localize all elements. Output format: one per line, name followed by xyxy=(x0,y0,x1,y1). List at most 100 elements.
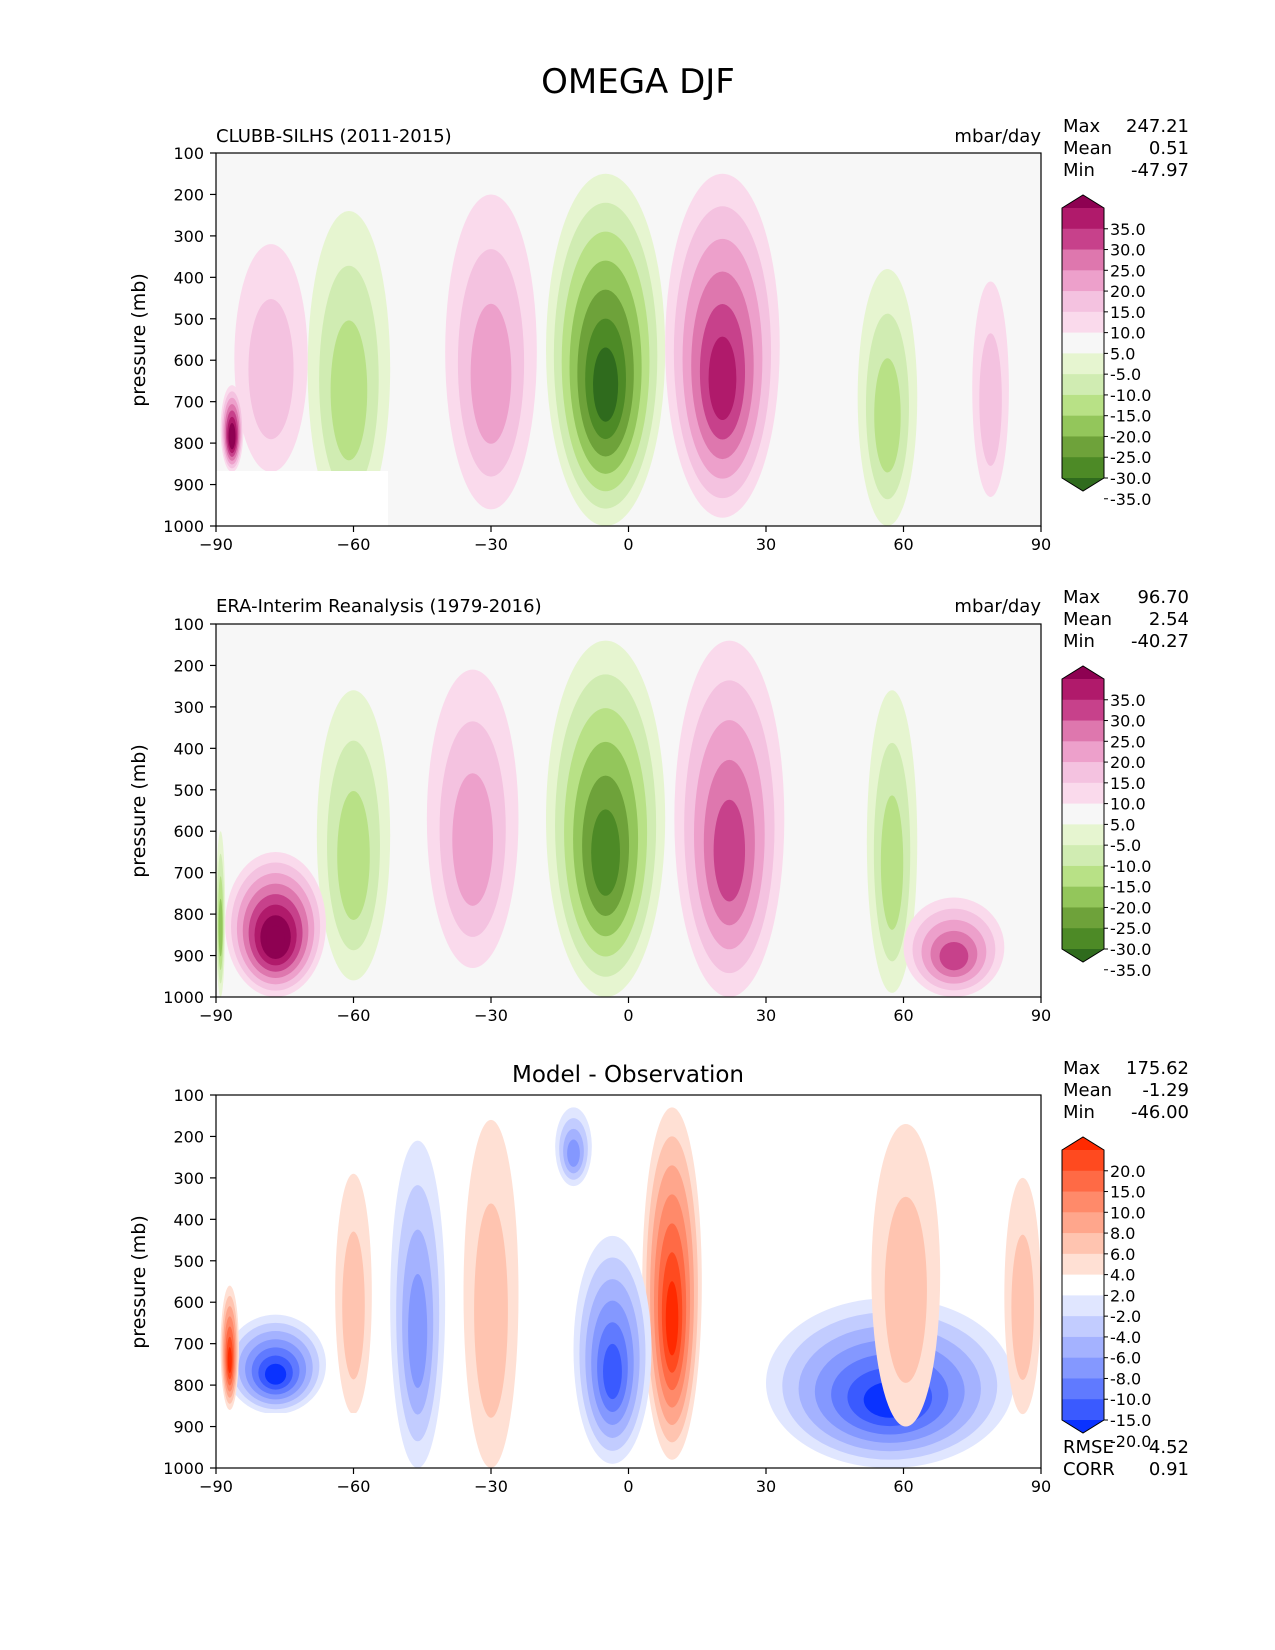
y-tick-label: 200 xyxy=(173,185,204,204)
colorbar-tick-label: 6.0 xyxy=(1110,1245,1135,1264)
y-tick-label: 300 xyxy=(173,698,204,717)
colorbar-tick-label: 35.0 xyxy=(1110,691,1146,710)
x-tick-label: 60 xyxy=(893,1006,913,1025)
panel-2: ERA-Interim Reanalysis (1979-2016) mbar/… xyxy=(128,587,1189,1025)
stat-value: -47.97 xyxy=(1131,160,1189,181)
colorbar-tick-label: -5.0 xyxy=(1110,365,1141,384)
y-axis-label: pressure (mb) xyxy=(128,273,150,407)
x-tick-label: 90 xyxy=(1031,1477,1051,1496)
colorbar-tick-label: 10.0 xyxy=(1110,795,1146,814)
colorbar-tick-label: -20.0 xyxy=(1110,898,1151,917)
contour-feature xyxy=(866,690,918,993)
panel-title: Model - Observation xyxy=(512,1062,744,1088)
stat-label: Max xyxy=(1063,587,1101,608)
colorbar-tick-label: -2.0 xyxy=(1110,1307,1141,1326)
colorbar-tick-label: -10.0 xyxy=(1110,857,1151,876)
y-axis: 100 200 300 400 500 600 700 800 900 1000 xyxy=(163,1086,216,1478)
contour-level xyxy=(603,1343,622,1400)
stat-label: Min xyxy=(1063,631,1095,652)
y-tick-label: 700 xyxy=(173,864,204,883)
contour-feature xyxy=(445,194,537,510)
y-tick-label: 900 xyxy=(173,947,204,966)
stat-value: 0.51 xyxy=(1149,138,1189,159)
contour-level xyxy=(884,1196,927,1383)
panel-title: ERA-Interim Reanalysis (1979-2016) xyxy=(216,596,542,617)
panel-3: Model - Observation −90 −60 −30 0 30 60 90 100… xyxy=(128,1058,1189,1496)
stat-value: -46.00 xyxy=(1131,1102,1189,1123)
contour-level xyxy=(229,429,235,446)
stat-value: 175.62 xyxy=(1126,1058,1189,1079)
colorbar-swatch xyxy=(1062,374,1104,396)
y-tick-label: 500 xyxy=(173,310,204,329)
y-tick-label: 500 xyxy=(173,1252,204,1271)
x-tick-label: −90 xyxy=(199,1477,233,1496)
contour-feature xyxy=(642,1107,702,1460)
colorbar-swatch xyxy=(1062,270,1104,292)
colorbar-swatch xyxy=(1062,1316,1104,1338)
contour-feature xyxy=(857,269,918,526)
contour-feature xyxy=(316,690,391,981)
contour-feature xyxy=(674,640,785,997)
colorbar-tick-label: -8.0 xyxy=(1110,1369,1141,1388)
contour-feature xyxy=(1004,1177,1041,1415)
x-axis: −90 −60 −30 0 30 60 90 xyxy=(199,526,1051,554)
colorbar-tick-label: -15.0 xyxy=(1110,1411,1151,1430)
stat-label: Mean xyxy=(1063,138,1112,159)
contour-feature xyxy=(573,1235,652,1464)
contour-feature xyxy=(225,851,326,997)
contour-level xyxy=(227,1346,232,1374)
colorbar-swatch xyxy=(1062,291,1104,313)
colorbar-swatch xyxy=(1062,1336,1104,1359)
stats-block: Max 175.62 Mean -1.29 Min -46.00 xyxy=(1063,1058,1189,1123)
colorbar-tick-label: 25.0 xyxy=(1110,261,1146,280)
colorbar-swatch xyxy=(1062,1212,1104,1234)
colorbar-swatch xyxy=(1062,886,1104,909)
contour-level xyxy=(330,320,368,461)
y-axis-label: pressure (mb) xyxy=(128,1215,150,1349)
x-tick-label: −30 xyxy=(474,535,508,554)
colorbar-swatch xyxy=(1062,762,1104,784)
colorbar-tick-label: -25.0 xyxy=(1110,919,1151,938)
x-tick-label: 30 xyxy=(756,1006,776,1025)
colorbar-tick-label: -4.0 xyxy=(1110,1328,1141,1347)
colorbar-tick-label: 15.0 xyxy=(1110,774,1146,793)
stats-block: Max 96.70 Mean 2.54 Min -40.27 xyxy=(1063,587,1189,652)
stat-value: 96.70 xyxy=(1137,587,1189,608)
y-tick-label: 1000 xyxy=(163,988,204,1007)
stat-label: Max xyxy=(1063,1058,1101,1079)
y-tick-label: 600 xyxy=(173,822,204,841)
contour-level xyxy=(567,1139,580,1167)
y-tick-label: 100 xyxy=(173,615,204,634)
contour-layer xyxy=(220,1107,1041,1468)
y-tick-label: 400 xyxy=(173,268,204,287)
contour-feature xyxy=(390,1140,446,1468)
colorbar-swatch xyxy=(1062,394,1104,417)
contour-level xyxy=(218,898,223,957)
x-tick-label: −60 xyxy=(337,1006,371,1025)
contour-level xyxy=(342,1231,365,1380)
panel-units: mbar/day xyxy=(954,596,1041,617)
colorbar-tick-label: 30.0 xyxy=(1110,712,1146,731)
colorbar: 35.0 30.025.0 20.0 15.0 10.05.0 -5.0 -10.0 -15.… xyxy=(1061,665,1151,980)
colorbar-swatch xyxy=(1062,1295,1104,1317)
stat-label: Min xyxy=(1063,160,1095,181)
contour-feature xyxy=(220,385,244,473)
contour-level xyxy=(665,1281,679,1356)
colorbar-swatch xyxy=(1062,311,1104,334)
y-tick-label: 1000 xyxy=(163,517,204,536)
y-axis: 100 200 300 400 500 600 700 800 900 1000 xyxy=(163,615,216,1007)
x-tick-label: 30 xyxy=(756,1477,776,1496)
missing-data-mask xyxy=(216,471,388,526)
colorbar-tick-label: -15.0 xyxy=(1110,407,1151,426)
contour-level xyxy=(708,336,737,420)
figure-title: OMEGA DJF xyxy=(541,62,735,102)
colorbar-swatch xyxy=(1062,865,1104,888)
colorbar-swatch xyxy=(1062,928,1104,950)
stat-label: RMSE xyxy=(1063,1437,1114,1458)
colorbar-tick-label: 35.0 xyxy=(1110,220,1146,239)
colorbar-swatch xyxy=(1062,436,1104,458)
x-axis: −90 −60 −30 0 30 60 90 xyxy=(199,997,1051,1025)
colorbar: 35.0 30.025.0 20.0 15.0 10.05.0 -5.0 -10.0 -15.… xyxy=(1061,194,1151,509)
colorbar-tick-label: -15.0 xyxy=(1110,878,1151,897)
